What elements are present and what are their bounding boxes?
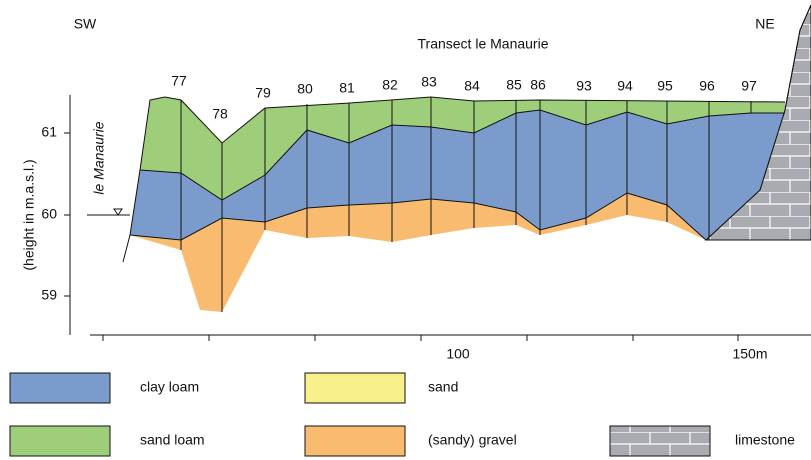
legend-label: clay loam xyxy=(140,379,199,395)
borehole-label: 96 xyxy=(699,78,715,94)
legend: clay loam sand sand loam (sandy) gravel … xyxy=(9,372,795,457)
legend-swatch xyxy=(9,372,111,404)
legend-swatch xyxy=(304,425,406,457)
x-tick-label: 100 xyxy=(446,346,470,362)
borehole-label: 85 xyxy=(506,77,522,93)
axes xyxy=(64,95,811,341)
gravel-layer xyxy=(130,193,706,312)
water-level xyxy=(87,208,130,216)
legend-label: (sandy) gravel xyxy=(428,432,517,448)
borehole-label: 83 xyxy=(421,74,437,90)
y-tick-label: 61 xyxy=(41,124,57,140)
borehole-label: 80 xyxy=(297,81,313,97)
clay-loam-layer xyxy=(130,110,785,240)
borehole-label: 78 xyxy=(212,106,228,122)
borehole-label: 95 xyxy=(657,78,673,94)
x-tick-label: 150m xyxy=(732,346,767,362)
sand-loam-layer xyxy=(140,97,785,200)
legend-swatch xyxy=(9,425,111,457)
title: Transect le Manaurie xyxy=(418,36,549,52)
legend-swatch xyxy=(304,372,406,404)
borehole-label: 93 xyxy=(576,78,592,94)
site-label: le Manaurie xyxy=(91,121,107,194)
y-tick-label: 59 xyxy=(41,287,57,303)
borehole-lines xyxy=(180,97,752,312)
borehole-label: 79 xyxy=(255,85,271,101)
borehole-label: 97 xyxy=(741,78,757,94)
borehole-label: 82 xyxy=(382,77,398,93)
direction-right: NE xyxy=(755,16,774,32)
legend-swatch xyxy=(609,425,711,457)
borehole-label: 84 xyxy=(464,78,480,94)
borehole-labels: 77 78 79 80 81 82 83 84 85 86 93 94 95 96 97 xyxy=(171,73,757,122)
borehole-label: 86 xyxy=(530,77,546,93)
borehole-label: 81 xyxy=(339,80,355,96)
direction-left: SW xyxy=(74,16,97,32)
y-axis-label: (height in m.a.s.l.) xyxy=(21,159,37,270)
legend-label: sand xyxy=(428,379,458,395)
borehole-label: 77 xyxy=(171,73,187,89)
borehole-label: 94 xyxy=(617,78,633,94)
legend-label: sand loam xyxy=(140,432,205,448)
legend-label: limestone xyxy=(735,432,795,448)
y-tick-label: 60 xyxy=(41,206,57,222)
